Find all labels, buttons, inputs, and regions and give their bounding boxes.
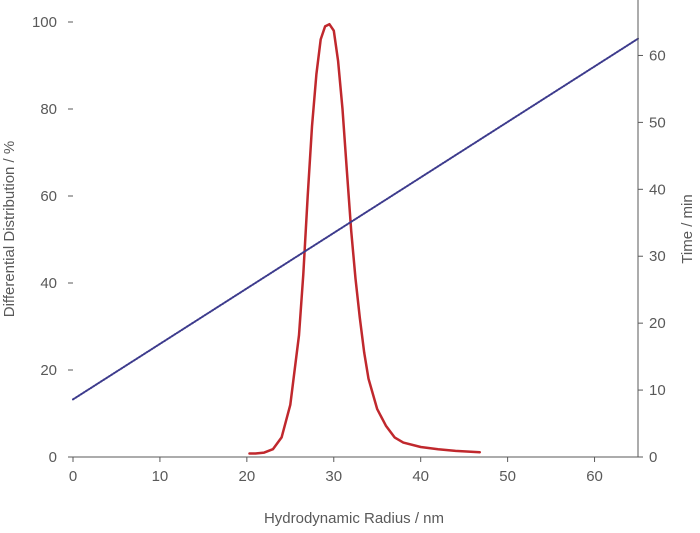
x-tick-label: 0	[69, 468, 77, 485]
distribution-series-line	[248, 22, 482, 455]
x-tick-label: 20	[239, 468, 256, 485]
y-right-tick-label: 50	[649, 114, 666, 131]
y-left-tick-label: 20	[40, 362, 57, 379]
y-left-tick-label: 80	[40, 101, 57, 118]
time-series-line	[72, 37, 639, 401]
series-group	[72, 22, 639, 455]
y-left-tick-label: 60	[40, 188, 57, 205]
x-axis-label: Hydrodynamic Radius / nm	[264, 510, 444, 527]
y-right-tick-label: 40	[649, 181, 666, 198]
x-tick-label: 40	[412, 468, 429, 485]
y-right-tick-label: 0	[649, 449, 657, 466]
x-tick-label: 60	[586, 468, 603, 485]
x-tick-label: 30	[325, 468, 342, 485]
ticks-group: 0 10 20 30 40 50 60 0 20 40 60 80 100 0 10 20 30 40 50 60	[32, 14, 666, 485]
y-axis-left-label: Differential Distribution / %	[1, 141, 18, 317]
y-right-tick-label: 30	[649, 248, 666, 265]
y-left-tick-label: 0	[49, 449, 57, 466]
x-tick-label: 10	[152, 468, 169, 485]
x-tick-label: 50	[499, 468, 516, 485]
y-left-tick-label: 40	[40, 275, 57, 292]
y-right-tick-label: 20	[649, 315, 666, 332]
y-right-tick-label: 10	[649, 382, 666, 399]
axes-group	[73, 0, 639, 458]
y-left-tick-label: 100	[32, 14, 57, 31]
y-right-tick-label: 60	[649, 47, 666, 64]
y-axis-right-label: Time / min	[679, 194, 696, 263]
